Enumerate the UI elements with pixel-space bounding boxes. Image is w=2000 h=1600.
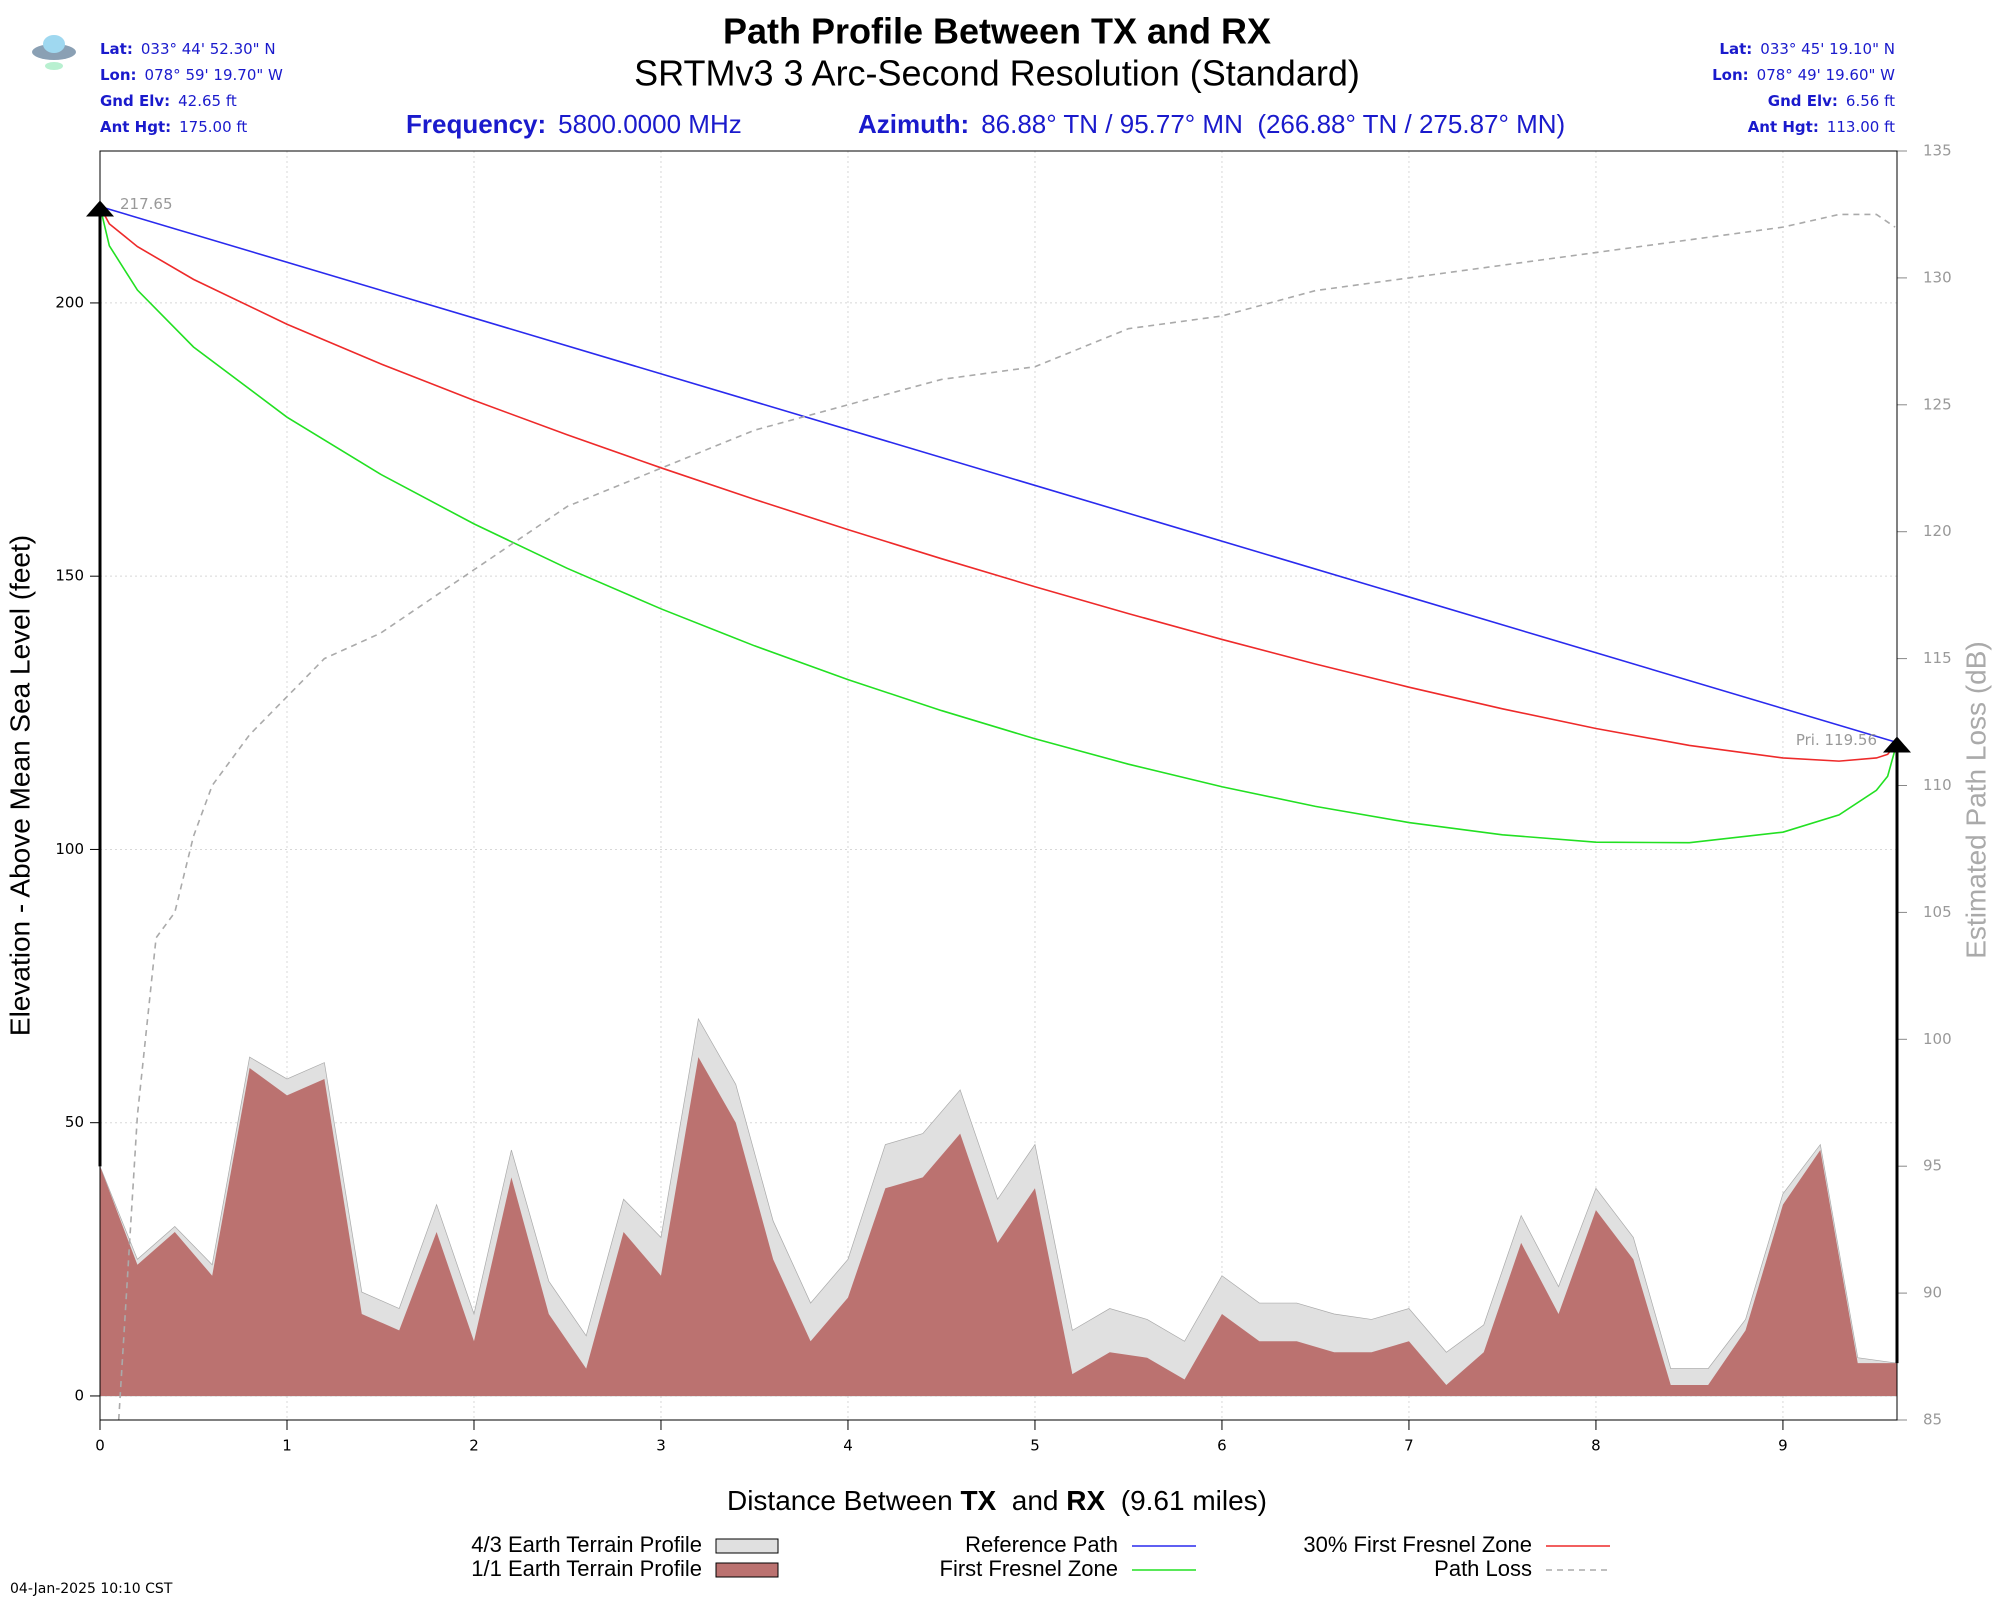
x-axis-label-part: TX bbox=[960, 1485, 996, 1516]
legend-label: 4/3 Earth Terrain Profile bbox=[471, 1532, 702, 1557]
x-tick-label: 4 bbox=[843, 1437, 853, 1455]
x-tick-label: 8 bbox=[1591, 1437, 1601, 1455]
x-tick-label: 0 bbox=[95, 1437, 105, 1455]
x-tick-label: 2 bbox=[469, 1437, 479, 1455]
app-icon bbox=[32, 35, 76, 70]
x-tick-label: 7 bbox=[1404, 1437, 1414, 1455]
info-label: Lon: bbox=[1712, 66, 1749, 84]
series-line bbox=[117, 213, 1896, 1421]
y2-tick-label: 95 bbox=[1923, 1157, 1942, 1175]
x-tick-label: 6 bbox=[1217, 1437, 1227, 1455]
x-tick-label: 3 bbox=[656, 1437, 666, 1455]
info-label: Ant Hgt: bbox=[100, 118, 171, 136]
y-axis-label: Elevation - Above Mean Sea Level (feet) bbox=[4, 535, 35, 1036]
rx-info: Lon: 078° 49' 19.60" W bbox=[1712, 66, 1895, 84]
legend-swatch bbox=[715, 1538, 779, 1554]
info-label: Azimuth: bbox=[858, 109, 969, 139]
y2-tick-label: 100 bbox=[1923, 1030, 1952, 1048]
info-value: 033° 45' 19.10" N bbox=[1760, 40, 1895, 58]
y2-axis-label: Estimated Path Loss (dB) bbox=[1960, 641, 1991, 958]
rx-info: Gnd Elv: 6.56 ft bbox=[1768, 92, 1895, 110]
tx-info: Gnd Elv: 42.65 ft bbox=[100, 92, 237, 110]
x-tick-label: 1 bbox=[282, 1437, 292, 1455]
info-value: 078° 59' 19.70" W bbox=[145, 66, 283, 84]
tx-info: Ant Hgt: 175.00 ft bbox=[100, 118, 247, 136]
legend-label: 30% First Fresnel Zone bbox=[1303, 1532, 1532, 1557]
legend-label: First Fresnel Zone bbox=[940, 1556, 1119, 1581]
x-axis-label-part: and bbox=[996, 1485, 1066, 1516]
series-line bbox=[99, 205, 1898, 744]
y-tick-label: 50 bbox=[65, 1113, 84, 1131]
legend-swatch bbox=[715, 1562, 779, 1578]
y2-tick-label: 120 bbox=[1923, 522, 1952, 540]
info-value: 175.00 ft bbox=[179, 118, 247, 136]
y2-tick-label: 130 bbox=[1923, 268, 1952, 286]
x-axis-label-part: Distance Between bbox=[727, 1485, 960, 1516]
info-label: Gnd Elv: bbox=[100, 92, 170, 110]
tx-info: Lat: 033° 44' 52.30" N bbox=[100, 40, 276, 58]
y2-tick-label: 105 bbox=[1923, 903, 1952, 921]
x-axis-label: Distance Between TX and RX (9.61 miles) bbox=[727, 1485, 1267, 1516]
x-tick-label: 9 bbox=[1778, 1437, 1788, 1455]
rx-info: Lat: 033° 45' 19.10" N bbox=[1719, 40, 1895, 58]
y2-tick-label: 90 bbox=[1923, 1284, 1942, 1302]
info-label: Lat: bbox=[1719, 40, 1752, 58]
y2-tick-label: 110 bbox=[1923, 776, 1952, 794]
info-label: Frequency: bbox=[406, 109, 546, 139]
plot-frame bbox=[99, 150, 1898, 1421]
info-value: 033° 44' 52.30" N bbox=[141, 40, 276, 58]
info-value: 42.65 ft bbox=[178, 92, 237, 110]
legend-label: 1/1 Earth Terrain Profile bbox=[471, 1556, 702, 1581]
legend-label: Reference Path bbox=[965, 1532, 1118, 1557]
chart-title: Path Profile Between TX and RX bbox=[723, 11, 1271, 52]
y2-tick-label: 85 bbox=[1923, 1411, 1942, 1429]
y2-tick-label: 125 bbox=[1923, 395, 1952, 413]
info-value: 6.56 ft bbox=[1846, 92, 1895, 110]
info-value: 86.88° TN / 95.77° MN (266.88° TN / 275.… bbox=[981, 109, 1565, 139]
timestamp: 04-Jan-2025 10:10 CST bbox=[10, 1581, 173, 1597]
frequency-info: Frequency: 5800.0000 MHz bbox=[406, 109, 742, 139]
info-label: Gnd Elv: bbox=[1768, 92, 1838, 110]
x-axis-label-part: (9.61 miles) bbox=[1105, 1485, 1267, 1516]
x-axis-label-part: RX bbox=[1066, 1485, 1105, 1516]
info-value: 5800.0000 MHz bbox=[558, 109, 742, 139]
info-value: 113.00 ft bbox=[1827, 118, 1895, 136]
rx-info: Ant Hgt: 113.00 ft bbox=[1748, 118, 1895, 136]
series-line bbox=[99, 206, 1898, 762]
y-tick-label: 0 bbox=[74, 1386, 84, 1404]
info-value: 078° 49' 19.60" W bbox=[1757, 66, 1895, 84]
y2-tick-label: 115 bbox=[1923, 649, 1952, 667]
tx-info: Lon: 078° 59' 19.70" W bbox=[100, 66, 283, 84]
info-label: Lon: bbox=[100, 66, 137, 84]
info-label: Lat: bbox=[100, 40, 133, 58]
legend-label: Path Loss bbox=[1434, 1556, 1532, 1581]
series-line bbox=[99, 206, 1898, 844]
y-tick-label: 200 bbox=[55, 293, 84, 311]
y-tick-label: 150 bbox=[55, 567, 84, 585]
terrain-area bbox=[99, 1017, 1898, 1397]
chart-subtitle: SRTMv3 3 Arc-Second Resolution (Standard… bbox=[634, 53, 1360, 94]
y-tick-label: 100 bbox=[55, 840, 84, 858]
info-label: Ant Hgt: bbox=[1748, 118, 1819, 136]
terrain-area bbox=[100, 1057, 1897, 1396]
azimuth-info: Azimuth: 86.88° TN / 95.77° MN (266.88° T… bbox=[858, 109, 1565, 139]
antenna-label: 217.65 bbox=[120, 195, 173, 213]
antenna-label: Pri. 119.56 bbox=[1796, 731, 1877, 749]
y2-tick-label: 135 bbox=[1923, 142, 1952, 160]
x-tick-label: 5 bbox=[1030, 1437, 1040, 1455]
